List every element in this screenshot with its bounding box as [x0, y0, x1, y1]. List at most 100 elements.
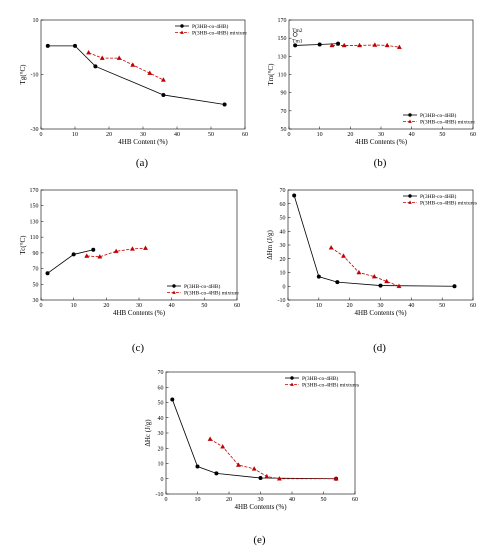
data-point-circle: [317, 42, 322, 47]
series-line-2: [86, 247, 146, 258]
y-tick-label: 170: [30, 188, 39, 194]
y-tick-label: 130: [30, 219, 39, 225]
data-point-circle: [293, 43, 298, 48]
y-tick-label: 50: [33, 282, 39, 288]
x-tick-label: 40: [289, 497, 295, 503]
series-line-2: [209, 438, 337, 480]
y-tick-label: -10: [156, 492, 164, 498]
x-tick-label: 60: [352, 497, 358, 503]
legend-marker: [408, 194, 412, 198]
data-point-circle: [452, 284, 457, 289]
data-point-triangle: [357, 42, 362, 48]
data-point-triangle: [99, 55, 105, 60]
x-axis-title: 4HB Contents (%): [355, 138, 408, 146]
y-tick-label: 60: [280, 202, 286, 208]
x-tick-label: 50: [321, 497, 327, 503]
legend-label: P(3HB-co-4HB) mixture: [184, 290, 239, 297]
data-point-triangle: [116, 55, 122, 60]
y-tick-label: 40: [280, 229, 286, 235]
y-tick-label: 150: [278, 36, 287, 42]
x-tick-label: 50: [208, 132, 214, 138]
x-tick-label: 10: [195, 497, 201, 503]
panel-label: (e): [253, 534, 266, 546]
legend-marker: [290, 376, 294, 380]
data-point-triangle: [329, 42, 335, 48]
data-point-triangle: [384, 278, 390, 284]
y-tick-label: 20: [158, 446, 164, 452]
x-tick-label: 40: [409, 132, 415, 138]
data-point-triangle: [143, 245, 148, 250]
x-tick-label: 30: [136, 303, 142, 309]
legend-marker: [172, 284, 176, 288]
data-point-circle: [335, 280, 340, 285]
x-tick-label: 20: [347, 132, 353, 138]
x-tick-label: 0: [40, 303, 43, 309]
legend-marker: [408, 119, 412, 123]
data-point-circle: [91, 247, 96, 252]
data-point-circle: [336, 41, 341, 46]
data-point-triangle: [160, 77, 166, 82]
data-point-triangle: [130, 246, 135, 251]
legend-marker: [180, 30, 184, 34]
y-tick-label: 70: [158, 370, 164, 376]
x-tick-label: 20: [347, 303, 353, 309]
data-point-triangle: [356, 269, 362, 275]
y-axis-title: Tc(°C): [19, 235, 27, 255]
chart-panel-b: 0 10 20 30 40 50 60 50 70 90 110 130 150 170 4HB Conte…: [267, 18, 476, 169]
data-point-triangle: [147, 70, 153, 75]
data-point-circle: [45, 271, 50, 276]
data-point-triangle: [384, 42, 390, 48]
chart-panel-a: 0 10 20 30 40 50 60 -30 -10 10 4HB Content (%) Tg(°…: [19, 18, 248, 169]
legend-marker: [180, 24, 184, 28]
panel-label: (d): [373, 342, 386, 354]
y-tick-label: 30: [158, 431, 164, 437]
series-line-1: [47, 45, 225, 105]
legend-label: P(3HB-co-4HB): [184, 283, 221, 290]
x-tick-label: 40: [408, 303, 414, 309]
data-point-triangle: [235, 462, 241, 467]
data-point-circle: [222, 102, 227, 107]
data-point-circle: [73, 43, 77, 48]
plot-frame: [287, 189, 474, 301]
y-tick-label: 60: [158, 385, 164, 391]
data-point-circle: [292, 193, 297, 198]
data-point-circle: [170, 397, 175, 402]
data-point-triangle: [130, 62, 136, 67]
y-tick-label: 30: [280, 243, 286, 249]
legend-marker: [408, 113, 412, 117]
annotation: Tm1: [292, 39, 303, 45]
series-line-1: [293, 195, 455, 287]
y-tick-label: -10: [31, 73, 39, 79]
data-point-triangle: [341, 42, 347, 48]
annotation: Tm2: [292, 28, 303, 34]
series-line-2: [330, 247, 400, 287]
data-point-circle: [161, 92, 166, 97]
legend-marker: [408, 200, 412, 204]
data-point-triangle: [251, 466, 257, 471]
y-tick-label: 10: [280, 271, 286, 277]
data-point-triangle: [264, 473, 270, 479]
panel-label: (c): [132, 342, 145, 354]
panel-label: (b): [374, 157, 387, 169]
y-axis-title: Tg(°C): [19, 64, 27, 85]
y-tick-label: 130: [278, 54, 287, 60]
x-tick-label: 20: [106, 132, 112, 138]
y-tick-label: 10: [158, 462, 164, 468]
plot-frame: [165, 371, 356, 495]
data-point-open-circle: [292, 32, 298, 37]
x-tick-label: 60: [470, 303, 476, 309]
x-tick-label: 30: [140, 132, 146, 138]
y-tick-label: 50: [281, 127, 287, 133]
panel-label: (a): [136, 157, 149, 169]
y-tick-label: -30: [31, 127, 39, 133]
y-tick-label: 50: [158, 401, 164, 407]
y-tick-label: 10: [33, 18, 39, 24]
legend-label: P(3HB-co-4HB) mixtures: [420, 200, 477, 207]
series-line-2: [88, 52, 164, 81]
data-point-triangle: [207, 436, 213, 441]
x-tick-label: 50: [201, 303, 207, 309]
legend-label: P(3HB-co-4HB): [302, 375, 339, 382]
x-tick-label: 10: [72, 132, 78, 138]
x-tick-label: 10: [71, 303, 77, 309]
y-tick-label: 110: [278, 73, 287, 79]
